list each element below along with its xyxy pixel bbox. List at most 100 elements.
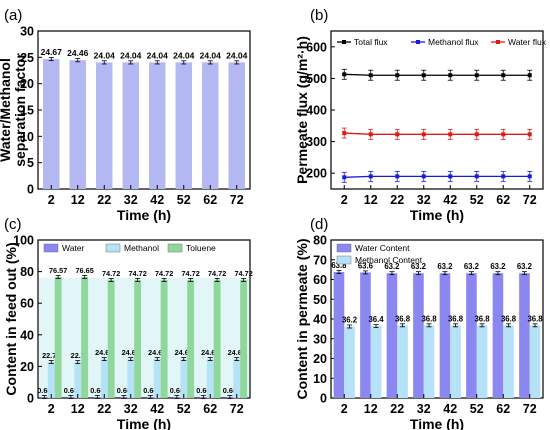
x-tick-label: 42 xyxy=(443,402,457,416)
x-tick-label: 72 xyxy=(230,402,244,416)
legend-1-label: Methanol xyxy=(124,243,159,253)
y-tick-label: 80 xyxy=(20,265,34,279)
x-tick-label: 2 xyxy=(341,402,348,416)
y-tick-label: 60 xyxy=(313,273,327,287)
data-label: 36.8 xyxy=(501,314,517,323)
legend-2-swatch xyxy=(167,243,183,253)
bar xyxy=(206,359,214,398)
series-line xyxy=(344,132,530,135)
bar xyxy=(397,325,408,398)
x-tick-label: 32 xyxy=(124,402,138,416)
data-label: 36.8 xyxy=(527,314,543,323)
bar xyxy=(503,325,514,398)
panel-d: 0 10 20 30 40 50 60 70 80 63.8 63.6 63.2 63.2 63.2 63.… xyxy=(294,216,544,430)
data-label: 74.72 xyxy=(155,269,173,278)
panel-label: (c) xyxy=(4,216,22,233)
data-label: 0.65 xyxy=(64,386,78,395)
x-tick-label: 72 xyxy=(230,193,244,207)
y-tick-label: 300 xyxy=(306,135,327,149)
legend-marker xyxy=(496,40,500,44)
y-tick-label: 0 xyxy=(320,392,327,406)
bar xyxy=(160,279,168,398)
x-tick-label: 12 xyxy=(71,402,85,416)
x-tick-label: 32 xyxy=(417,402,431,416)
y-tick-label: 20 xyxy=(20,77,34,91)
x-axis-label: Time (h) xyxy=(410,416,464,430)
y-tick-label: 40 xyxy=(20,328,34,342)
bar xyxy=(100,359,108,398)
bar xyxy=(213,279,221,398)
panel-label: (b) xyxy=(310,7,328,24)
y-tick-label: 80 xyxy=(313,234,327,248)
panel-a: 0 5 10 15 20 25 30 24.67 24.46 24.04 24.04 24.04 24.… xyxy=(0,7,251,223)
data-label: 36.2 xyxy=(342,316,358,325)
legend-1-swatch xyxy=(105,243,121,253)
bar xyxy=(81,276,89,398)
bar xyxy=(175,62,192,190)
data-label: 0.66 xyxy=(143,386,157,395)
series-line xyxy=(344,175,530,178)
y-tick-label: 100 xyxy=(13,234,34,248)
bar xyxy=(228,62,245,190)
data-label: 24.62 xyxy=(122,348,140,357)
panel-label: (a) xyxy=(4,7,22,24)
x-tick-label: 42 xyxy=(150,402,164,416)
legend-1-label: Methanol Content xyxy=(355,255,423,265)
data-label: 24.04 xyxy=(94,50,116,60)
data-label: 63.8 xyxy=(331,261,347,270)
bar xyxy=(149,62,166,190)
data-label: 24.04 xyxy=(173,50,195,60)
y-axis-label: Content in permeate (%) xyxy=(294,238,310,399)
bar xyxy=(386,273,398,398)
data-label: 0.66 xyxy=(90,386,104,395)
bar xyxy=(96,62,113,190)
bar xyxy=(134,279,142,398)
data-label: 63.2 xyxy=(517,262,533,271)
bar xyxy=(47,362,55,398)
data-label: 63.6 xyxy=(358,261,374,270)
data-label: 0.65 xyxy=(37,386,51,395)
data-label: 74.72 xyxy=(102,269,120,278)
data-label: 36.4 xyxy=(368,315,384,324)
data-label: 24.04 xyxy=(147,50,169,60)
data-label: 24.62 xyxy=(175,348,193,357)
series-line xyxy=(344,73,530,76)
data-label: 36.8 xyxy=(474,314,490,323)
data-label: 24.62 xyxy=(148,348,166,357)
bar xyxy=(450,325,461,398)
y-tick-label: 25 xyxy=(20,51,34,65)
data-label: 74.72 xyxy=(129,269,147,278)
bar xyxy=(54,277,62,398)
bar xyxy=(344,326,355,398)
bar xyxy=(69,60,86,189)
x-tick-label: 42 xyxy=(443,193,457,207)
bar xyxy=(519,273,530,398)
data-label: 36.8 xyxy=(395,314,411,323)
plot-frame xyxy=(330,30,544,190)
x-tick-label: 22 xyxy=(97,193,111,207)
bar xyxy=(187,279,195,398)
panel-b: 200 300 400 500 600 Total flux Methanol flux Wa… xyxy=(294,7,547,223)
y-tick-label: 0 xyxy=(27,392,34,406)
bar xyxy=(107,279,115,398)
data-label: 74.72 xyxy=(235,269,253,278)
y-axis-label: separation factor xyxy=(12,53,28,167)
y-tick-label: 10 xyxy=(313,372,327,386)
x-tick-label: 72 xyxy=(523,402,537,416)
x-tick-label: 12 xyxy=(364,402,378,416)
y-tick-label: 60 xyxy=(20,297,34,311)
data-label: 63.2 xyxy=(464,262,480,271)
data-label: 24.67 xyxy=(41,47,63,57)
panel-c: 0 20 40 60 80 100 0.65 0.65 0.66 0.66 0.66 0.66 0.66… xyxy=(3,216,253,430)
bar xyxy=(360,272,371,398)
data-label: 63.2 xyxy=(490,262,506,271)
bar xyxy=(413,273,424,398)
data-label: 22.7 xyxy=(71,351,85,360)
y-axis-label: Permeate flux (g/m²·h) xyxy=(294,36,310,184)
y-tick-label: 20 xyxy=(313,352,327,366)
x-tick-label: 12 xyxy=(71,193,85,207)
data-label: 24.46 xyxy=(67,48,89,58)
x-axis-label: Time (h) xyxy=(410,207,464,223)
x-tick-label: 22 xyxy=(390,402,404,416)
